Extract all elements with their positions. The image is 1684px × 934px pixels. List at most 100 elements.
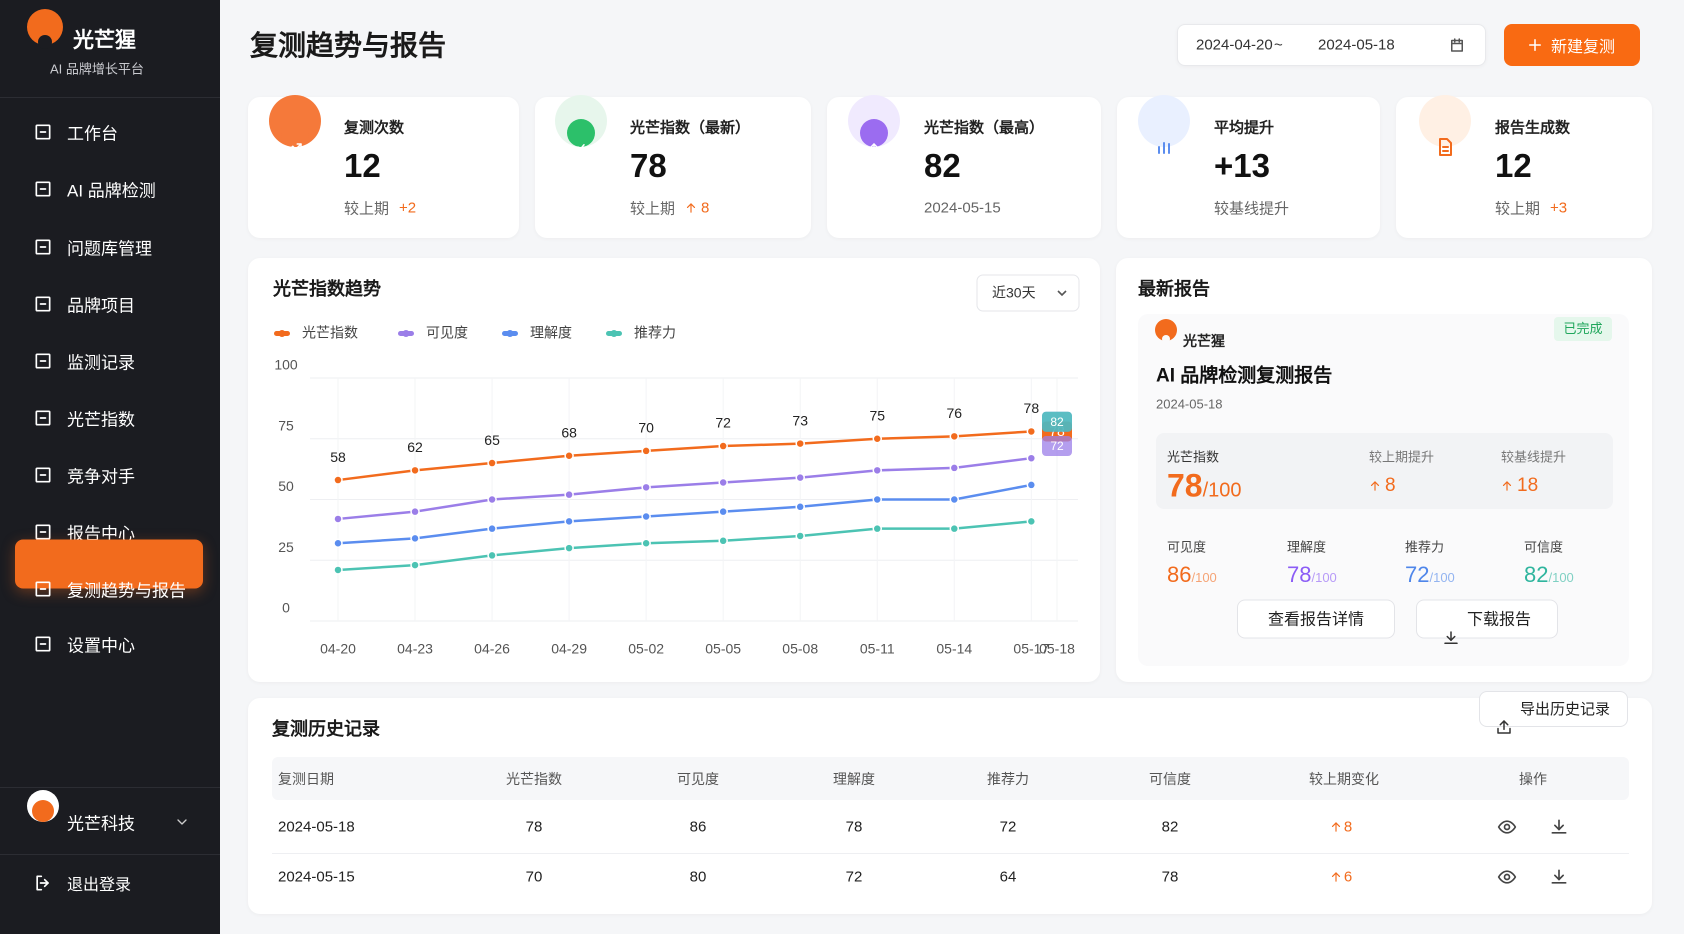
- table-cell: 72: [999, 818, 1017, 836]
- logout-icon-stroke: [36, 875, 43, 891]
- point: [949, 463, 960, 473]
- point: [410, 560, 420, 570]
- change-cell: 6: [1343, 868, 1353, 886]
- view-icon-stroke: [1503, 873, 1511, 881]
- view-icon[interactable]: [1497, 817, 1517, 837]
- data-label: 68: [561, 424, 577, 440]
- download-icon-stroke: [1554, 874, 1564, 881]
- menu-icon: [35, 181, 51, 197]
- menu-item[interactable]: 品牌项目: [67, 296, 135, 316]
- stat-delta: 8: [701, 199, 710, 217]
- new-button[interactable]: [1504, 24, 1640, 66]
- menu-item[interactable]: AI 品牌检测: [67, 181, 156, 201]
- column-header: 可信度: [1149, 771, 1191, 787]
- menu-item[interactable]: 问题库管理: [67, 239, 152, 259]
- legend-dot: [278, 330, 286, 337]
- menu-item[interactable]: 光芒指数: [67, 410, 135, 430]
- stat-label: 报告生成数: [1495, 119, 1571, 137]
- y-tick-label: 0: [282, 600, 290, 616]
- kpi-value: 8: [1385, 475, 1396, 496]
- point: [872, 494, 882, 505]
- download-icon-stroke: [1446, 635, 1456, 641]
- data-label: 58: [330, 449, 346, 465]
- point: [872, 465, 882, 476]
- legend-label: 理解度: [530, 325, 572, 341]
- series-line: [337, 430, 1032, 482]
- stat-glyph-stroke: [577, 144, 585, 150]
- logout[interactable]: 退出登录: [67, 877, 132, 894]
- dim-scale: /100: [1548, 570, 1574, 585]
- download-icon: [1444, 631, 1458, 644]
- column-header: 较上期变化: [1309, 771, 1379, 787]
- x-tick-label: 05-17: [1013, 641, 1049, 657]
- stat-note: 较基线提升: [1214, 200, 1290, 218]
- up-arrow-stroke: [1370, 481, 1380, 486]
- point: [333, 565, 343, 575]
- change-cell: 8: [1343, 818, 1353, 836]
- date-start: 2024-04-20: [1196, 36, 1273, 54]
- stat-icon: [281, 119, 309, 147]
- download-button[interactable]: 下载报告: [1416, 599, 1558, 639]
- export-icon: [1497, 720, 1511, 734]
- column-header: 推荐力: [987, 771, 1029, 787]
- stat-label: 复测次数: [344, 119, 405, 137]
- view-button[interactable]: 查看报告详情: [1237, 599, 1395, 639]
- data-label: 76: [946, 405, 962, 421]
- menu-icon: [35, 524, 51, 540]
- dim-label: 理解度: [1287, 539, 1327, 555]
- point: [949, 523, 960, 534]
- org-name[interactable]: 光芒科技: [67, 814, 135, 834]
- menu-icon-stroke: [35, 524, 51, 540]
- menu-icon-stroke: [35, 296, 51, 312]
- menu-item[interactable]: 监测记录: [67, 353, 135, 373]
- stat-label: 光芒指数（最高）: [924, 119, 1045, 137]
- kpi-label: 较基线提升: [1501, 449, 1567, 465]
- report-date: 2024-05-18: [1156, 396, 1223, 412]
- stat-delta: +3: [1550, 199, 1568, 217]
- menu-item[interactable]: 复测趋势与报告: [67, 581, 186, 601]
- x-tick-label: 05-05: [705, 641, 741, 657]
- data-label: 78: [1024, 400, 1040, 416]
- column-header: 光芒指数: [506, 771, 562, 787]
- point: [564, 451, 574, 461]
- page-title: 复测趋势与报告: [250, 30, 447, 61]
- download-icon-stroke: [1554, 824, 1564, 831]
- column-header: 操作: [1519, 771, 1547, 787]
- logout-icon: [36, 875, 49, 891]
- menu-icon-stroke: [35, 124, 51, 140]
- menu-item[interactable]: 报告中心: [67, 524, 135, 544]
- menu-icon-stroke: [35, 239, 51, 255]
- view-icon[interactable]: [1497, 867, 1517, 887]
- table-cell: 70: [525, 868, 543, 886]
- export-icon-stroke: [1499, 720, 1509, 726]
- stat-value: 78: [630, 147, 667, 184]
- menu-item[interactable]: 设置中心: [67, 636, 135, 656]
- legend-label: 推荐力: [634, 325, 676, 341]
- x-tick-label: 04-23: [397, 641, 433, 657]
- x-tick-label: 04-26: [474, 641, 510, 657]
- new-button-label[interactable]: 新建复测: [1551, 39, 1616, 56]
- view-icon-stroke: [1497, 870, 1517, 884]
- point: [949, 494, 960, 505]
- divider: [0, 854, 220, 855]
- data-label: 72: [715, 415, 731, 431]
- dim-value: 82: [1524, 562, 1549, 587]
- download-icon[interactable]: [1549, 867, 1569, 887]
- date-range[interactable]: [1177, 24, 1486, 66]
- export-icon-stroke: [1497, 727, 1511, 734]
- column-header: 理解度: [833, 771, 875, 787]
- download-icon[interactable]: [1549, 817, 1569, 837]
- menu-item[interactable]: 竞争对手: [67, 467, 135, 487]
- up-arrow-stroke: [1502, 481, 1512, 486]
- menu-item[interactable]: 工作台: [67, 124, 118, 144]
- dim-value: 78: [1287, 562, 1312, 587]
- column-header: 复测日期: [278, 771, 334, 787]
- report-logo: [1155, 319, 1177, 341]
- chevron-stroke: [177, 819, 187, 825]
- menu-icon: [35, 636, 51, 652]
- point: [410, 506, 420, 517]
- history-title: 复测历史记录: [272, 719, 380, 739]
- table-cell: 82: [1161, 818, 1179, 836]
- range-select[interactable]: [976, 274, 1080, 312]
